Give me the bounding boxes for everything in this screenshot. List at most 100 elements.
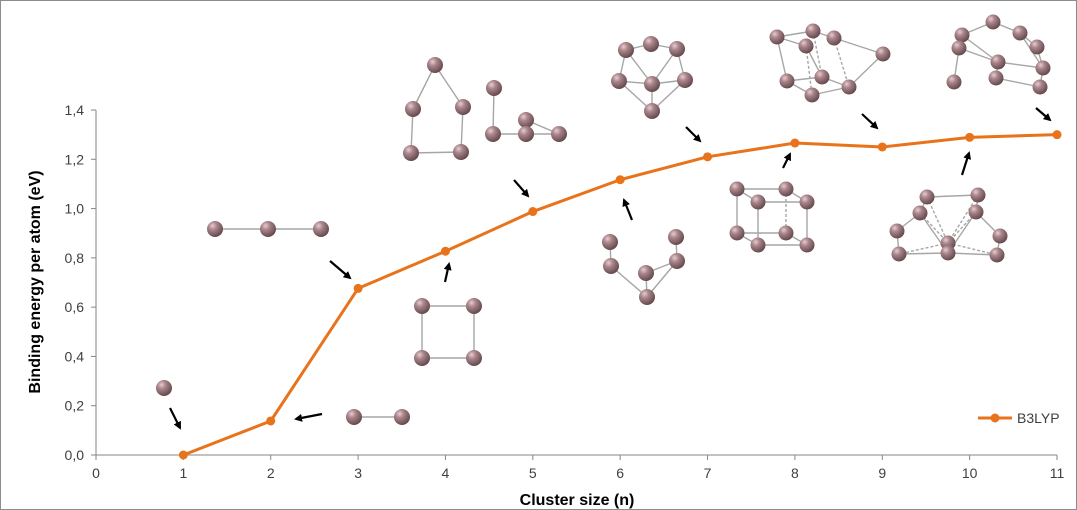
x-tick-label: 4 <box>442 465 450 481</box>
atom <box>912 205 928 221</box>
atom <box>951 40 967 56</box>
bond <box>833 37 850 88</box>
x-tick-label: 7 <box>704 465 712 481</box>
atom <box>602 234 618 250</box>
atom <box>638 265 654 281</box>
data-point <box>877 142 887 152</box>
bond <box>898 242 949 255</box>
atom <box>1012 25 1028 41</box>
atom <box>405 101 421 117</box>
legend-marker-b3lyp <box>990 413 1000 423</box>
atom <box>427 57 443 73</box>
data-point <box>353 283 363 293</box>
atom <box>466 350 482 366</box>
data-point <box>440 246 450 256</box>
y-tick-label: 1,0 <box>65 201 85 217</box>
annotation-arrow <box>443 262 452 283</box>
atom <box>677 72 693 88</box>
y-tick-label: 1,4 <box>65 102 85 118</box>
atom <box>669 253 685 269</box>
data-point <box>965 132 975 142</box>
atom <box>729 181 745 197</box>
y-tick-label: 0,4 <box>65 348 85 364</box>
atom <box>841 79 857 95</box>
atom <box>779 73 795 89</box>
bond <box>898 252 949 255</box>
atom <box>518 112 534 128</box>
x-tick-label: 1 <box>179 465 187 481</box>
axes: 0 1 2 3 4 5 6 7 8 9 10 11 0,0 0,2 0,4 0,6 0,8 1,0 1,2 1,4 <box>65 102 1065 481</box>
annotation-arrow <box>685 126 702 143</box>
series-b3lyp <box>178 130 1062 460</box>
atom <box>891 246 907 262</box>
atom <box>805 23 821 39</box>
atom <box>1035 60 1051 76</box>
bond <box>947 252 998 256</box>
atom <box>778 225 794 241</box>
atom <box>804 87 820 103</box>
x-tick-label: 8 <box>791 465 799 481</box>
atom <box>669 41 685 57</box>
atom <box>985 14 1001 30</box>
bond <box>947 194 979 244</box>
atom <box>485 126 501 142</box>
atom <box>644 76 660 92</box>
atom <box>453 144 469 160</box>
y-tick-label: 0,0 <box>65 447 85 463</box>
x-axis-title: Cluster size (n) <box>520 492 635 509</box>
atom <box>260 221 276 237</box>
atom <box>346 409 362 425</box>
x-tick-label: 9 <box>878 465 886 481</box>
atom <box>551 126 567 142</box>
atom <box>414 350 430 366</box>
bond <box>812 30 823 78</box>
bond <box>833 37 884 55</box>
atom <box>970 187 986 203</box>
y-tick-label: 0,2 <box>65 398 85 414</box>
y-tick-label: 0,8 <box>65 250 85 266</box>
annotation-arrow <box>294 412 323 422</box>
atom <box>639 289 655 305</box>
atom <box>799 237 815 253</box>
data-point <box>703 152 713 162</box>
data-point <box>528 207 538 217</box>
annotation-arrow <box>960 151 971 176</box>
atom <box>207 221 223 237</box>
legend: B3LYP <box>978 410 1060 426</box>
atom <box>1032 79 1048 95</box>
annotation-arrow <box>513 179 530 198</box>
atom <box>643 36 659 52</box>
annotation-arrow <box>622 198 634 221</box>
atom <box>799 194 815 210</box>
atom <box>990 54 1006 70</box>
atom <box>940 245 956 261</box>
atom <box>729 225 745 241</box>
atom <box>988 70 1004 86</box>
data-point <box>615 175 625 185</box>
atom <box>466 298 482 314</box>
atom <box>750 194 766 210</box>
atom <box>769 29 785 45</box>
atom <box>403 145 419 161</box>
atom <box>875 46 891 62</box>
atom <box>668 229 684 245</box>
atom <box>518 126 534 142</box>
atom <box>946 74 962 90</box>
atom <box>919 189 935 205</box>
atom <box>394 409 410 425</box>
atom <box>954 27 970 43</box>
bond <box>926 194 979 198</box>
bond <box>848 53 884 88</box>
data-point <box>790 138 800 148</box>
bond <box>410 151 462 154</box>
atom <box>603 258 619 274</box>
bond <box>997 61 1044 69</box>
data-point <box>178 450 188 460</box>
bond <box>926 196 949 244</box>
x-tick-label: 2 <box>267 465 275 481</box>
annotation-arrow <box>782 152 791 169</box>
annotation-arrow <box>329 260 352 280</box>
annotation-arrow <box>1035 107 1052 122</box>
y-axis-title: Binding energy per atom (eV) <box>27 170 44 393</box>
atom <box>989 247 1005 263</box>
